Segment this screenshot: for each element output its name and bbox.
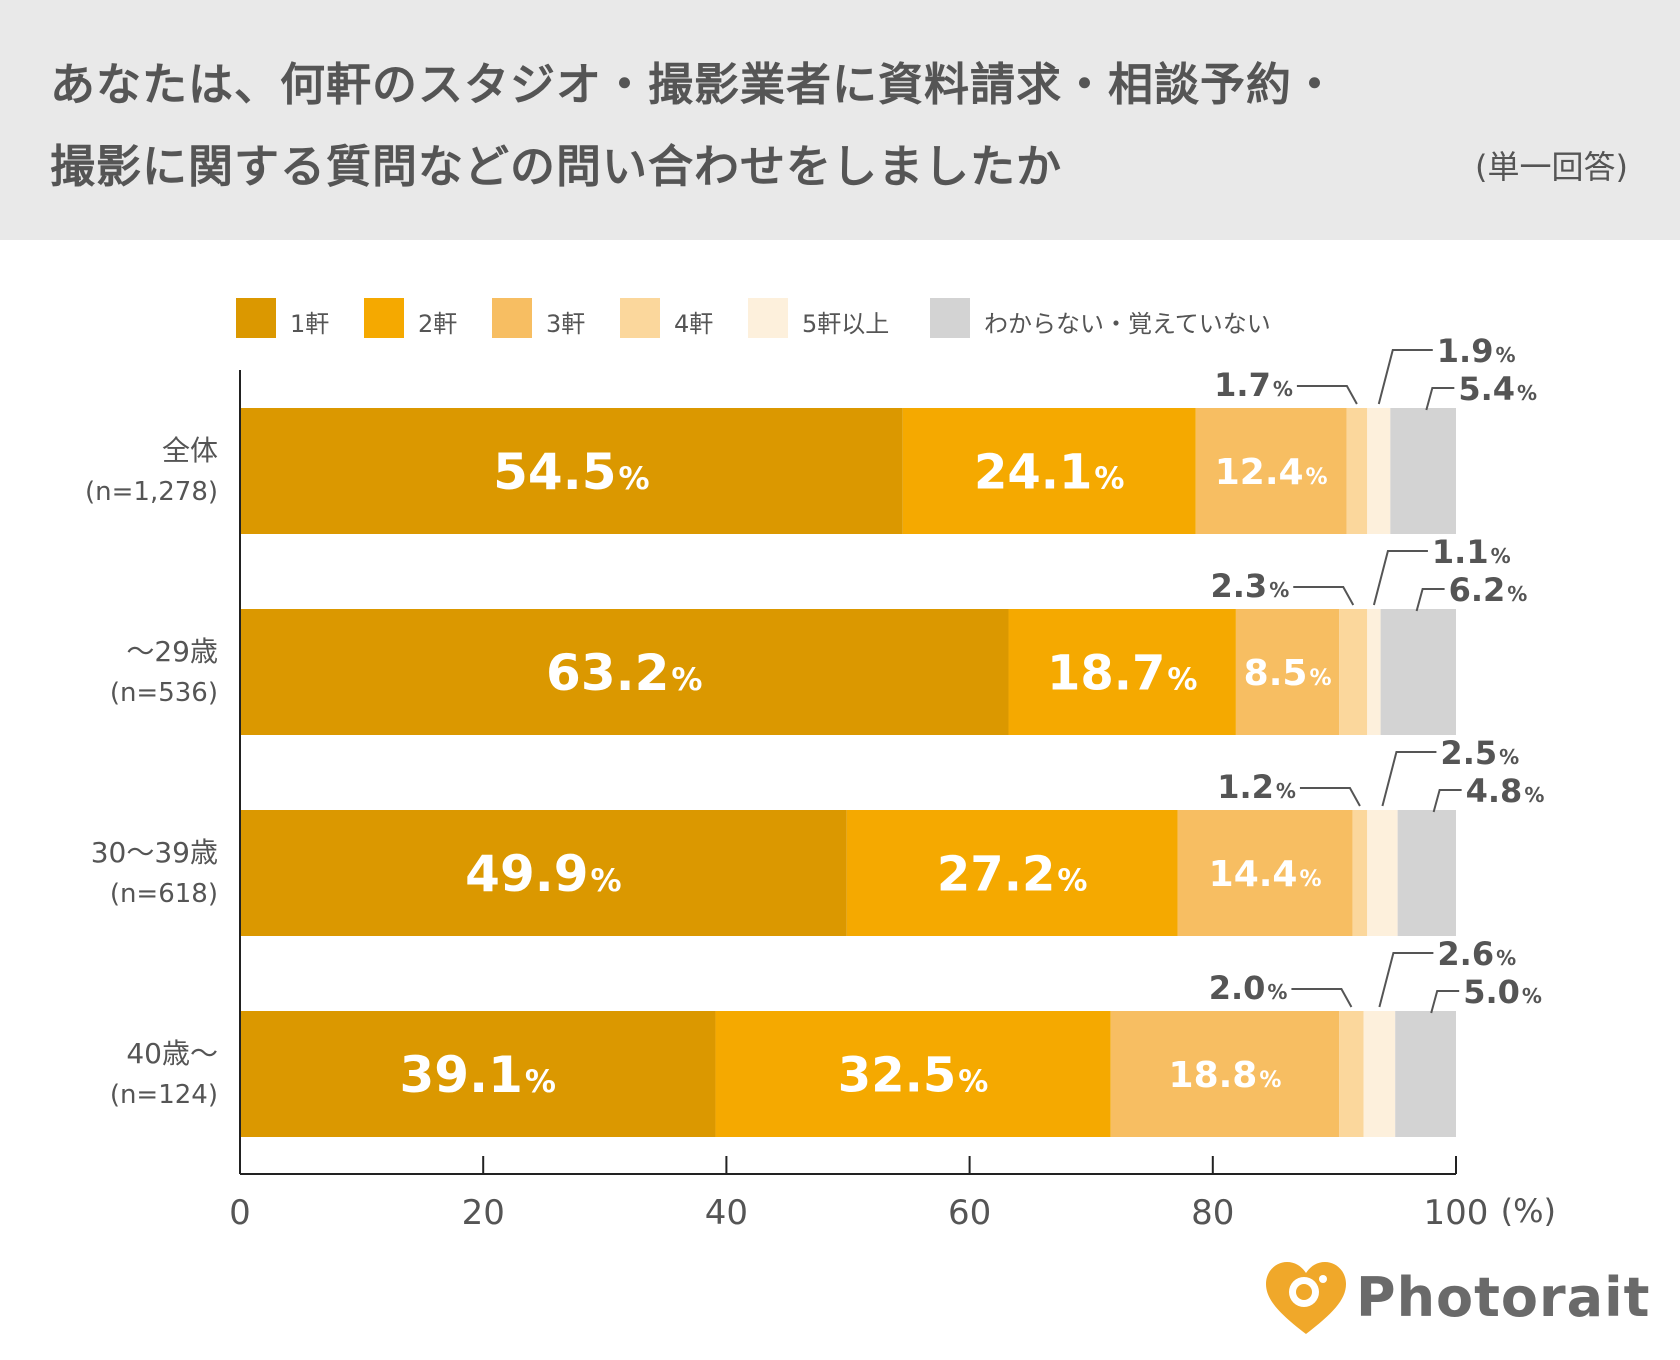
photorait-logo: Photorait xyxy=(1266,1262,1649,1338)
data-label: 2.5% xyxy=(1440,734,1519,772)
bar-segment xyxy=(240,609,1009,735)
heart-camera-icon xyxy=(1266,1262,1346,1334)
data-label: 14.4% xyxy=(1209,854,1322,895)
bar-segment xyxy=(1380,609,1456,735)
bar-segment xyxy=(1339,1011,1364,1137)
x-tick-label: 80 xyxy=(1191,1193,1234,1233)
category-label: 30〜39歳 xyxy=(91,836,218,869)
legend-label: 5軒以上 xyxy=(802,310,890,338)
data-label: 5.4% xyxy=(1458,370,1537,408)
category-n-label: (n=618) xyxy=(110,879,218,909)
data-label: 49.9% xyxy=(465,845,621,903)
x-tick-label: 20 xyxy=(462,1193,505,1233)
legend-label: 2軒 xyxy=(418,310,458,338)
bar-segment xyxy=(1352,810,1368,936)
legend-swatch xyxy=(364,298,404,338)
answer-type-note: (単一回答) xyxy=(1475,148,1628,186)
bar-segment xyxy=(1346,408,1368,534)
legend-swatch xyxy=(620,298,660,338)
category-label: 〜29歳 xyxy=(126,635,218,668)
data-label: 24.1% xyxy=(974,444,1125,500)
data-label: 4.8% xyxy=(1466,772,1545,810)
leader-line xyxy=(1430,990,1460,1014)
bar-segment xyxy=(846,810,1178,936)
data-label: 18.7% xyxy=(1047,645,1198,701)
category-n-label: (n=1,278) xyxy=(85,477,218,507)
bar-segment xyxy=(1195,408,1347,534)
bar-segment xyxy=(1008,609,1236,735)
category-n-label: (n=124) xyxy=(110,1080,218,1110)
bar-segment xyxy=(1367,810,1398,936)
logo-text: Photorait xyxy=(1356,1266,1651,1329)
x-tick-label: 100 xyxy=(1424,1193,1489,1233)
data-label: 27.2% xyxy=(937,846,1087,902)
bar-segment xyxy=(240,408,903,534)
data-label: 12.4% xyxy=(1215,452,1328,493)
bar-segment xyxy=(240,810,847,936)
chart-title-line-1: あなたは、何軒のスタジオ・撮影業者に資料請求・相談予約・ xyxy=(50,58,1339,111)
x-unit-label: (%) xyxy=(1501,1192,1556,1230)
legend-swatch xyxy=(930,298,970,338)
bar-segment xyxy=(1367,609,1381,735)
x-tick-label: 60 xyxy=(948,1193,991,1233)
leader-line xyxy=(1415,588,1445,612)
data-label: 1.7% xyxy=(1214,366,1293,404)
bar-segment xyxy=(1110,1011,1340,1137)
leader-line xyxy=(1425,387,1455,411)
bar-segment xyxy=(715,1011,1111,1137)
leader-line xyxy=(1372,550,1428,606)
legend-label: 4軒 xyxy=(674,310,714,338)
data-label: 1.9% xyxy=(1437,332,1516,370)
bar-segment xyxy=(1235,609,1340,735)
data-label: 5.0% xyxy=(1463,973,1542,1011)
bar-segment xyxy=(1395,1011,1456,1137)
legend-swatch xyxy=(748,298,788,338)
bar-segment xyxy=(240,1011,716,1137)
legend-swatch xyxy=(492,298,532,338)
leader-line xyxy=(1293,586,1355,606)
data-label: 18.8% xyxy=(1169,1055,1282,1096)
category-label: 全体 xyxy=(162,434,218,467)
leader-line xyxy=(1432,789,1462,813)
data-label: 1.1% xyxy=(1432,533,1511,571)
bar-segment xyxy=(902,408,1196,534)
data-label: 8.5% xyxy=(1244,653,1332,694)
data-label: 63.2% xyxy=(546,644,702,702)
bar-segment xyxy=(1397,810,1456,936)
data-label: 39.1% xyxy=(400,1046,556,1104)
data-label: 6.2% xyxy=(1449,571,1528,609)
chart-title-line-2: 撮影に関する質問などの問い合わせをしましたか xyxy=(50,140,1063,193)
bar-segment xyxy=(1177,810,1353,936)
data-label: 1.2% xyxy=(1217,768,1296,806)
leader-line xyxy=(1377,349,1433,405)
bar-segment xyxy=(1367,408,1391,534)
bar-segment xyxy=(1390,408,1456,534)
leader-line xyxy=(1381,751,1437,807)
leader-line xyxy=(1299,787,1361,807)
bar-segment xyxy=(1339,609,1368,735)
category-n-label: (n=536) xyxy=(110,678,218,708)
legend-swatch xyxy=(236,298,276,338)
data-label: 2.0% xyxy=(1209,969,1288,1007)
data-label: 2.3% xyxy=(1211,567,1290,605)
leader-line xyxy=(1296,385,1358,405)
bar-segment xyxy=(1363,1011,1396,1137)
data-label: 32.5% xyxy=(838,1047,989,1103)
legend-label: 1軒 xyxy=(290,310,330,338)
x-tick-label: 40 xyxy=(705,1193,748,1233)
data-label: 2.6% xyxy=(1437,935,1516,973)
data-label: 54.5% xyxy=(493,443,649,501)
header-band: あなたは、何軒のスタジオ・撮影業者に資料請求・相談予約・ 撮影に関する質問などの… xyxy=(0,0,1680,240)
leader-line xyxy=(1291,988,1353,1008)
leader-line xyxy=(1378,952,1434,1008)
category-label: 40歳〜 xyxy=(126,1037,218,1070)
legend-label: わからない・覚えていない xyxy=(984,310,1271,338)
legend-label: 3軒 xyxy=(546,310,586,338)
x-tick-label: 0 xyxy=(229,1193,251,1233)
